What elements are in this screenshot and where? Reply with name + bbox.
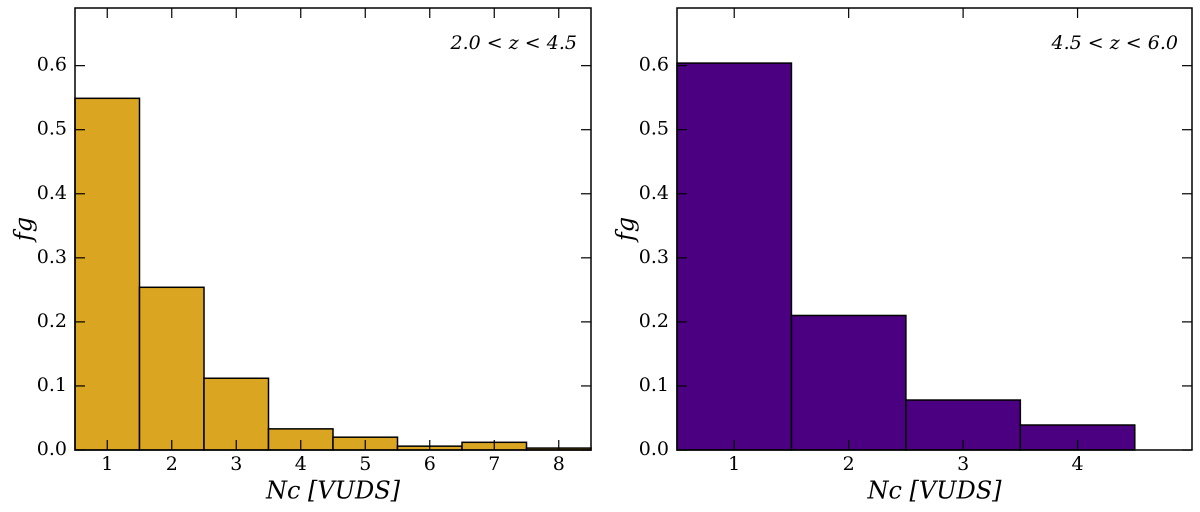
y-tick-label: 0.6 [639, 54, 669, 76]
y-tick-label: 0.0 [639, 438, 669, 460]
x-tick-label: 7 [488, 453, 500, 475]
axes-frame [74, 7, 592, 451]
x-tick-label: 1 [101, 453, 113, 475]
y-tick-label: 0.4 [639, 182, 669, 204]
x-tick-label: 6 [424, 453, 436, 475]
x-tick-label: 2 [843, 453, 855, 475]
y-tick-label: 0.2 [37, 310, 67, 332]
axes-frame [676, 7, 1193, 451]
x-axis-label: Nc [VUDS] [866, 477, 1002, 505]
x-tick-label: 5 [359, 453, 371, 475]
y-tick-label: 0.5 [639, 118, 669, 140]
y-tick-label: 0.4 [37, 182, 67, 204]
y-axis-label: fg [612, 217, 640, 243]
y-tick-label: 0.6 [37, 54, 67, 76]
x-tick-label: 4 [295, 453, 307, 475]
y-tick-label: 0.3 [639, 246, 669, 268]
x-tick-label: 3 [230, 453, 242, 475]
y-tick-label: 0.2 [639, 310, 669, 332]
bar [676, 62, 793, 451]
y-tick-label: 0.1 [37, 374, 67, 396]
y-tick-label: 0.3 [37, 246, 67, 268]
y-tick-label: 0.0 [37, 438, 67, 460]
x-axis-label: Nc [VUDS] [265, 477, 401, 505]
x-tick-label: 3 [957, 453, 969, 475]
bar [138, 286, 205, 451]
bar [790, 314, 907, 451]
bar [203, 377, 270, 451]
annotation: 2.0 < z < 4.5 [450, 32, 577, 54]
y-tick-label: 0.1 [639, 374, 669, 396]
annotation: 4.5 < z < 6.0 [1051, 32, 1178, 54]
x-tick-label: 1 [728, 453, 740, 475]
x-tick-label: 2 [166, 453, 178, 475]
x-tick-label: 4 [1072, 453, 1084, 475]
y-axis-label: fg [10, 217, 38, 243]
x-tick-label: 8 [553, 453, 565, 475]
y-tick-label: 0.5 [37, 118, 67, 140]
bar [74, 97, 141, 451]
